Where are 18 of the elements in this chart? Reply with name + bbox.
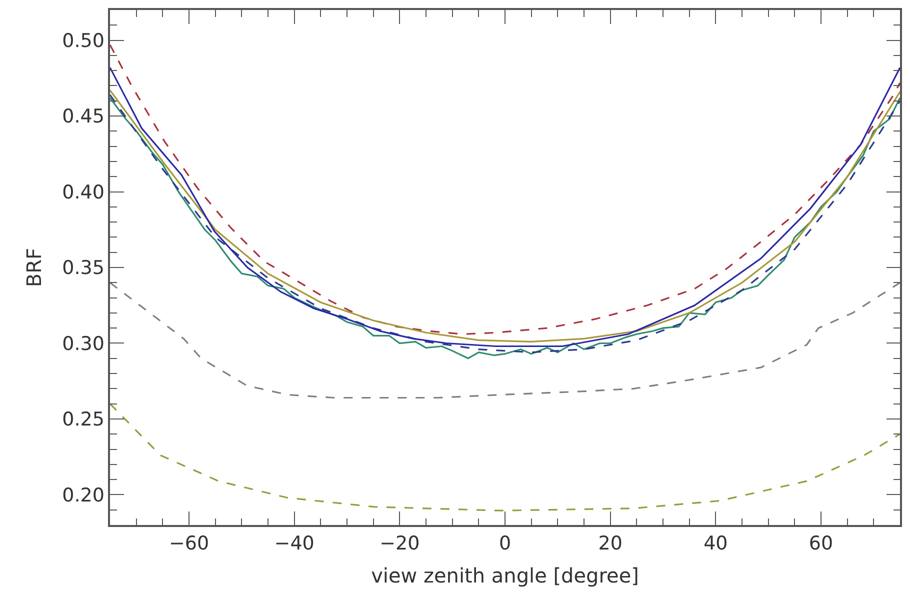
y-tick-label: 0.30 bbox=[62, 332, 104, 355]
y-tick-label: 0.20 bbox=[62, 484, 104, 506]
y-axis-title: BRF bbox=[22, 248, 46, 288]
x-tick-label: −60 bbox=[168, 532, 210, 555]
x-tick-label: −20 bbox=[380, 532, 420, 555]
y-tick-label: 0.45 bbox=[62, 106, 104, 128]
y-tick-label: 0.35 bbox=[62, 257, 104, 280]
y-tick-label: 0.25 bbox=[62, 408, 104, 431]
y-tick-label: 0.50 bbox=[62, 30, 104, 52]
x-tick-label: 20 bbox=[598, 532, 622, 555]
line-series bbox=[110, 403, 900, 512]
x-axis-title: view zenith angle [degree] bbox=[371, 564, 639, 588]
y-tick-label: 0.40 bbox=[62, 181, 104, 204]
x-tick-label: 40 bbox=[704, 532, 728, 555]
x-tick-label: 60 bbox=[808, 532, 834, 555]
x-tick-label: −40 bbox=[274, 532, 314, 555]
x-tick-label: 0 bbox=[498, 532, 512, 555]
line-series bbox=[110, 282, 900, 399]
